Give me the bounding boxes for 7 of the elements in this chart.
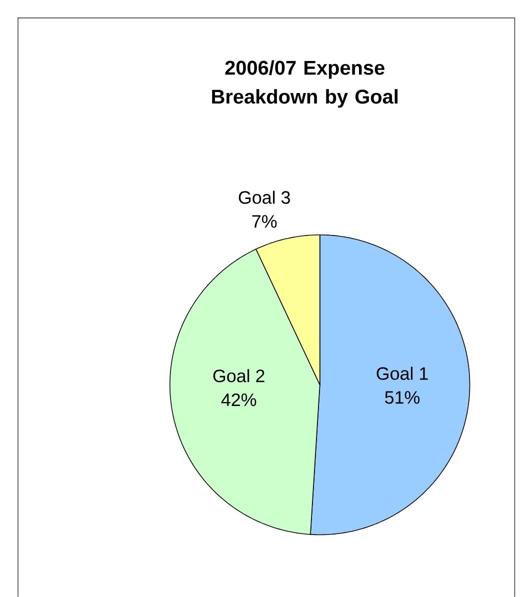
data-label: 51% <box>385 391 420 404</box>
chart-title: 2006/07 Expense Breakdown by Goal <box>212 60 398 108</box>
data-label: 42% <box>221 393 256 406</box>
data-label: 7% <box>252 215 277 228</box>
slice-label: Goal 3 <box>238 190 290 204</box>
slice-label: Goal 2 <box>213 369 264 382</box>
slice-label: Goal 1 <box>376 366 428 380</box>
